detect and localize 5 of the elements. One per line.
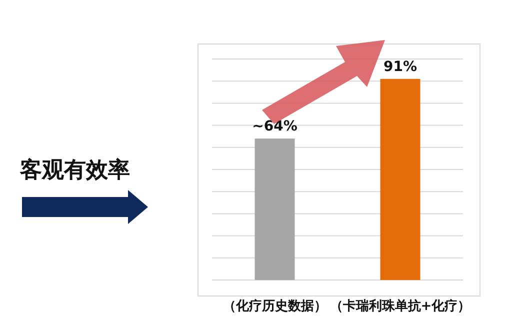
x-tick-label: （卡瑞利珠单抗+化疗） (330, 298, 471, 314)
data-label: 91% (383, 58, 418, 75)
text: 客观有效率 (19, 157, 130, 183)
x-tick-label: （化疗历史数据） (222, 298, 327, 314)
data-label: ~64% (252, 118, 298, 135)
